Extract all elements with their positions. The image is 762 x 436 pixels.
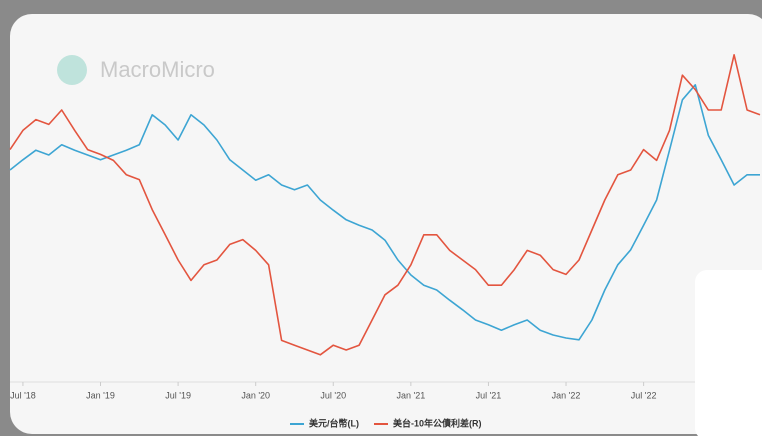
- watermark: MacroMicro: [100, 57, 215, 82]
- panel: [10, 14, 762, 434]
- x-tick-label: Jan '21: [396, 390, 425, 400]
- series-line: [9, 54, 761, 356]
- watermark-icon: [57, 55, 87, 85]
- x-tick-label: Jan '19: [86, 390, 115, 400]
- x-tick-label: Jul '19: [165, 390, 191, 400]
- x-tick-label: Jul '22: [631, 390, 657, 400]
- legend-label: 美元/台幣(L): [309, 417, 359, 428]
- overlay-card: [695, 270, 762, 436]
- series-line: [9, 84, 760, 341]
- x-tick-label: Jan '20: [241, 390, 270, 400]
- x-tick-label: Jul '18: [10, 390, 36, 400]
- x-tick-label: Jan '22: [552, 390, 581, 400]
- legend-label: 美台-10年公債利差(R): [393, 417, 482, 428]
- x-tick-label: Jul '20: [320, 390, 346, 400]
- x-tick-label: Jul '21: [476, 390, 502, 400]
